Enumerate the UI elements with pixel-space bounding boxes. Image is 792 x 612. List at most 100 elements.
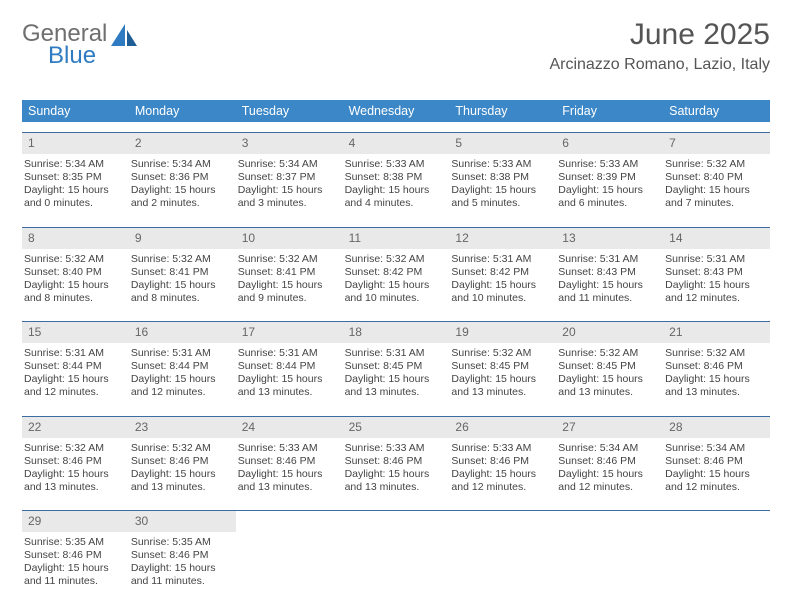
day-cell-empty: ..... [236, 511, 343, 595]
sunrise: Sunrise: 5:31 AM [24, 347, 125, 360]
sunrise: Sunrise: 5:33 AM [451, 158, 552, 171]
day-body: Sunrise: 5:34 AMSunset: 8:37 PMDaylight:… [236, 154, 343, 217]
day-cell: 29Sunrise: 5:35 AMSunset: 8:46 PMDayligh… [22, 511, 129, 595]
sunset: Sunset: 8:41 PM [238, 266, 339, 279]
sunset: Sunset: 8:37 PM [238, 171, 339, 184]
daylight-1: Daylight: 15 hours [345, 279, 446, 292]
daylight-2: and 8 minutes. [24, 292, 125, 305]
day-cell: 22Sunrise: 5:32 AMSunset: 8:46 PMDayligh… [22, 417, 129, 501]
sunset: Sunset: 8:46 PM [451, 455, 552, 468]
calendar-page: General Blue June 2025 Arcinazzo Romano,… [0, 0, 792, 612]
day-body: Sunrise: 5:33 AMSunset: 8:38 PMDaylight:… [449, 154, 556, 217]
day-cell: 3Sunrise: 5:34 AMSunset: 8:37 PMDaylight… [236, 133, 343, 217]
sunrise: Sunrise: 5:31 AM [238, 347, 339, 360]
sunrise: Sunrise: 5:32 AM [665, 158, 766, 171]
daylight-1: Daylight: 15 hours [345, 184, 446, 197]
daylight-1: Daylight: 15 hours [451, 373, 552, 386]
week-row: 15Sunrise: 5:31 AMSunset: 8:44 PMDayligh… [22, 321, 770, 406]
daylight-2: and 0 minutes. [24, 197, 125, 210]
day-cell: 4Sunrise: 5:33 AMSunset: 8:38 PMDaylight… [343, 133, 450, 217]
day-cell: 20Sunrise: 5:32 AMSunset: 8:45 PMDayligh… [556, 322, 663, 406]
day-body: Sunrise: 5:34 AMSunset: 8:36 PMDaylight:… [129, 154, 236, 217]
sunrise: Sunrise: 5:31 AM [451, 253, 552, 266]
sunset: Sunset: 8:41 PM [131, 266, 232, 279]
daylight-2: and 6 minutes. [558, 197, 659, 210]
sunset: Sunset: 8:44 PM [238, 360, 339, 373]
daylight-2: and 12 minutes. [131, 386, 232, 399]
day-cell: 10Sunrise: 5:32 AMSunset: 8:41 PMDayligh… [236, 228, 343, 312]
day-cell: 2Sunrise: 5:34 AMSunset: 8:36 PMDaylight… [129, 133, 236, 217]
daylight-2: and 7 minutes. [665, 197, 766, 210]
daylight-1: Daylight: 15 hours [131, 279, 232, 292]
sunrise: Sunrise: 5:35 AM [24, 536, 125, 549]
daylight-2: and 9 minutes. [238, 292, 339, 305]
daylight-1: Daylight: 15 hours [238, 373, 339, 386]
daylight-2: and 5 minutes. [451, 197, 552, 210]
day-of-week-header: Sunday Monday Tuesday Wednesday Thursday… [22, 100, 770, 122]
day-number: 2 [129, 133, 236, 154]
day-body: Sunrise: 5:33 AMSunset: 8:39 PMDaylight:… [556, 154, 663, 217]
sunrise: Sunrise: 5:34 AM [665, 442, 766, 455]
daylight-1: Daylight: 15 hours [451, 468, 552, 481]
daylight-1: Daylight: 15 hours [24, 373, 125, 386]
daylight-2: and 13 minutes. [238, 481, 339, 494]
sunrise: Sunrise: 5:31 AM [558, 253, 659, 266]
day-cell: 23Sunrise: 5:32 AMSunset: 8:46 PMDayligh… [129, 417, 236, 501]
sunrise: Sunrise: 5:34 AM [131, 158, 232, 171]
day-body: Sunrise: 5:32 AMSunset: 8:41 PMDaylight:… [129, 249, 236, 312]
daylight-1: Daylight: 15 hours [24, 279, 125, 292]
daylight-2: and 13 minutes. [345, 481, 446, 494]
sunrise: Sunrise: 5:32 AM [131, 442, 232, 455]
day-body: Sunrise: 5:32 AMSunset: 8:42 PMDaylight:… [343, 249, 450, 312]
day-body: Sunrise: 5:33 AMSunset: 8:46 PMDaylight:… [449, 438, 556, 501]
sunset: Sunset: 8:43 PM [665, 266, 766, 279]
dow-thursday: Thursday [449, 100, 556, 122]
day-body: Sunrise: 5:32 AMSunset: 8:40 PMDaylight:… [663, 154, 770, 217]
daylight-1: Daylight: 15 hours [665, 279, 766, 292]
daylight-1: Daylight: 15 hours [238, 468, 339, 481]
day-body: Sunrise: 5:34 AMSunset: 8:46 PMDaylight:… [663, 438, 770, 501]
daylight-2: and 12 minutes. [451, 481, 552, 494]
sunset: Sunset: 8:42 PM [345, 266, 446, 279]
day-number: 18 [343, 322, 450, 343]
sunrise: Sunrise: 5:32 AM [131, 253, 232, 266]
day-number: 21 [663, 322, 770, 343]
day-body: Sunrise: 5:34 AMSunset: 8:46 PMDaylight:… [556, 438, 663, 501]
day-cell: 21Sunrise: 5:32 AMSunset: 8:46 PMDayligh… [663, 322, 770, 406]
sunset: Sunset: 8:46 PM [345, 455, 446, 468]
sunset: Sunset: 8:45 PM [558, 360, 659, 373]
daylight-1: Daylight: 15 hours [238, 279, 339, 292]
day-number: 30 [129, 511, 236, 532]
daylight-1: Daylight: 15 hours [665, 184, 766, 197]
day-number: 5 [449, 133, 556, 154]
day-body: Sunrise: 5:31 AMSunset: 8:44 PMDaylight:… [236, 343, 343, 406]
sunset: Sunset: 8:36 PM [131, 171, 232, 184]
day-cell: 14Sunrise: 5:31 AMSunset: 8:43 PMDayligh… [663, 228, 770, 312]
dow-wednesday: Wednesday [343, 100, 450, 122]
daylight-1: Daylight: 15 hours [131, 373, 232, 386]
sunrise: Sunrise: 5:33 AM [238, 442, 339, 455]
daylight-2: and 13 minutes. [238, 386, 339, 399]
sunset: Sunset: 8:38 PM [345, 171, 446, 184]
day-body: Sunrise: 5:32 AMSunset: 8:41 PMDaylight:… [236, 249, 343, 312]
sunset: Sunset: 8:46 PM [558, 455, 659, 468]
sunrise: Sunrise: 5:32 AM [451, 347, 552, 360]
day-cell: 11Sunrise: 5:32 AMSunset: 8:42 PMDayligh… [343, 228, 450, 312]
daylight-1: Daylight: 15 hours [665, 373, 766, 386]
sunset: Sunset: 8:40 PM [665, 171, 766, 184]
day-number: 14 [663, 228, 770, 249]
daylight-2: and 12 minutes. [558, 481, 659, 494]
day-cell: 5Sunrise: 5:33 AMSunset: 8:38 PMDaylight… [449, 133, 556, 217]
day-body: Sunrise: 5:32 AMSunset: 8:40 PMDaylight:… [22, 249, 129, 312]
day-body: Sunrise: 5:32 AMSunset: 8:46 PMDaylight:… [129, 438, 236, 501]
daylight-1: Daylight: 15 hours [558, 373, 659, 386]
daylight-2: and 13 minutes. [665, 386, 766, 399]
title-block: June 2025 Arcinazzo Romano, Lazio, Italy [549, 18, 770, 74]
day-number: 28 [663, 417, 770, 438]
sunset: Sunset: 8:46 PM [24, 455, 125, 468]
day-body: Sunrise: 5:31 AMSunset: 8:44 PMDaylight:… [129, 343, 236, 406]
day-body: Sunrise: 5:32 AMSunset: 8:45 PMDaylight:… [449, 343, 556, 406]
day-number: 15 [22, 322, 129, 343]
day-number: 24 [236, 417, 343, 438]
day-number: 7 [663, 133, 770, 154]
